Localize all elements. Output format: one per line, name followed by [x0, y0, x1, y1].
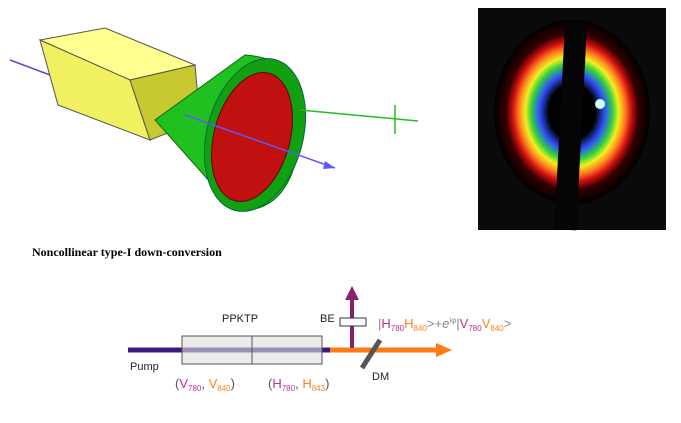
- arrow-head: [323, 161, 335, 169]
- body: Noncollinear type-I down-conversion PPKT…: [0, 0, 681, 423]
- setup: PPKTP BE DM Pump (V780, V840) (H780, H84…: [128, 286, 511, 393]
- t: H: [381, 316, 390, 331]
- t: iφ: [449, 316, 456, 325]
- t: 780: [391, 324, 405, 333]
- pair-h: (H780, H843): [268, 376, 329, 393]
- dm-label: DM: [372, 371, 389, 383]
- t: 840: [217, 384, 231, 393]
- ppktp-label: PPKTP: [222, 313, 258, 325]
- t: H: [272, 376, 281, 391]
- t: 780: [188, 384, 202, 393]
- t: e: [442, 316, 449, 331]
- t: ,: [295, 376, 302, 391]
- t: ,: [201, 376, 208, 391]
- crystal-illustration: [10, 28, 418, 223]
- arrow-head: [345, 286, 359, 300]
- photo: [478, 8, 666, 230]
- dm-mirror: [362, 340, 380, 368]
- t: 843: [312, 384, 326, 393]
- be-element: [340, 318, 366, 326]
- caption: Noncollinear type-I down-conversion: [32, 245, 222, 259]
- t: V: [460, 316, 469, 331]
- green-ray: [300, 110, 418, 121]
- t: >: [504, 316, 512, 331]
- t: 780: [282, 384, 296, 393]
- be-label: BE: [320, 313, 335, 325]
- t: 840: [490, 324, 504, 333]
- state: |H780H840>+eiφ|V780V840>: [378, 316, 511, 333]
- t: H: [302, 376, 311, 391]
- pump-ray: [10, 60, 50, 75]
- t: V: [179, 376, 188, 391]
- pump-label: Pump: [130, 361, 159, 373]
- crystal-2: [252, 336, 322, 364]
- pair-v: (V780, V840): [175, 376, 235, 393]
- page: {"caption": "Noncollinear type-I down-co…: [0, 0, 681, 423]
- center-spot: [595, 99, 605, 109]
- t: 780: [468, 324, 482, 333]
- arrow-head: [436, 343, 452, 357]
- t: V: [482, 316, 491, 331]
- t: ): [325, 376, 329, 391]
- figure: Noncollinear type-I down-conversion PPKT…: [0, 0, 681, 423]
- t: H: [404, 316, 413, 331]
- t: >+: [427, 316, 442, 331]
- t: ): [231, 376, 235, 391]
- crystal-1: [182, 336, 252, 364]
- t: V: [209, 376, 218, 391]
- t: 840: [414, 324, 428, 333]
